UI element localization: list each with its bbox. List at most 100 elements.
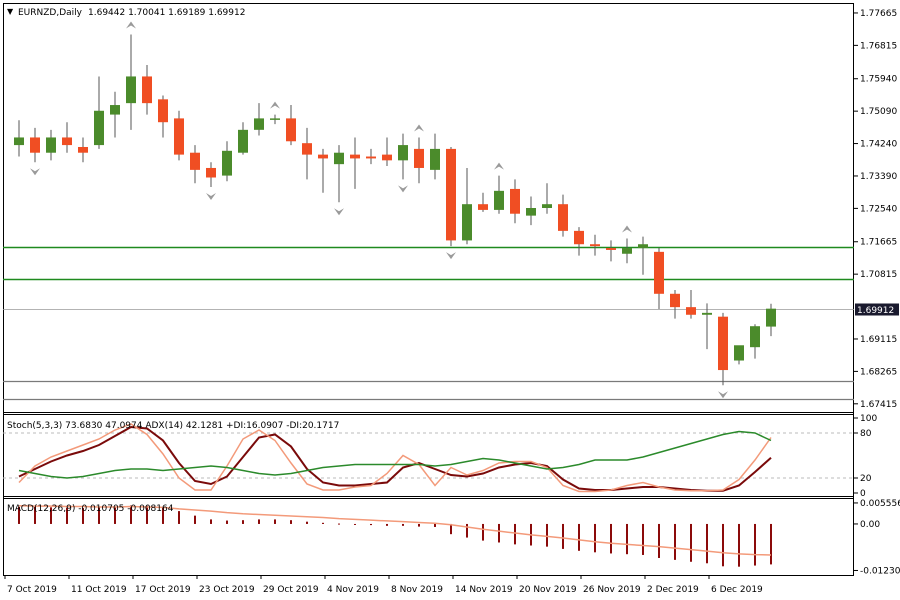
- candle-body-bear: [62, 137, 72, 146]
- candle-body-bull: [398, 145, 408, 161]
- chart-ohlc-readout: 1.69442 1.70041 1.69189 1.69912: [88, 8, 245, 18]
- macd-signal-line: [18, 505, 772, 556]
- candle-body-bear: [158, 99, 168, 123]
- candle-body-bull: [734, 345, 744, 361]
- price-tick-label: 1.72540: [860, 204, 897, 214]
- fractal-up-arrow-icon: [126, 21, 136, 29]
- candle-body-bear: [174, 118, 184, 155]
- fractal-up-arrow-icon: [622, 225, 632, 233]
- adx-line: [18, 430, 772, 479]
- macd-histogram-bar: [466, 523, 468, 538]
- macd-histogram-bar: [130, 505, 132, 524]
- chart-menu-triangle-icon[interactable]: ▼: [7, 7, 14, 16]
- candle-body-bear: [302, 143, 312, 155]
- macd-histogram-bar: [402, 523, 404, 526]
- price-tick-label: 1.75090: [860, 107, 897, 117]
- date-tick-label: 4 Nov 2019: [327, 585, 379, 595]
- candle-body-bull: [750, 326, 760, 348]
- date-tick-label: 8 Nov 2019: [391, 585, 443, 595]
- fractal-down-arrow-icon: [30, 168, 40, 176]
- macd-histogram-bar: [594, 523, 596, 553]
- candle-body-bear: [190, 152, 200, 170]
- macd-histogram-bar: [626, 523, 628, 555]
- candle-body-bull: [526, 208, 536, 216]
- candle-body-bear: [350, 154, 360, 159]
- fractal-down-arrow-icon: [446, 252, 456, 260]
- candle-body-bear: [558, 204, 568, 231]
- price-tick-label: 1.70815: [860, 270, 897, 280]
- macd-histogram-bar: [258, 519, 260, 524]
- candle-body-bull: [462, 204, 472, 241]
- candle-body-bear: [606, 248, 616, 250]
- date-tick-label: 6 Dec 2019: [711, 585, 763, 595]
- candle-body-bull: [110, 105, 120, 115]
- chart-symbol-title: EURNZD,Daily: [18, 8, 83, 18]
- stoch-tick-label: 0: [860, 489, 866, 499]
- macd-histogram-bar: [514, 523, 516, 545]
- date-tick-label: 29 Oct 2019: [263, 585, 319, 595]
- macd-histogram-bar: [546, 523, 548, 547]
- date-tick-label: 11 Oct 2019: [71, 585, 127, 595]
- candle-body-bull: [542, 204, 552, 208]
- candle-body-bull: [334, 152, 344, 165]
- candle-body-bear: [78, 146, 88, 153]
- candle-body-bull: [638, 244, 648, 249]
- candle-body-bear: [686, 307, 696, 315]
- price-pane[interactable]: [3, 21, 854, 401]
- macd-tick-label: -0.012303: [860, 566, 900, 576]
- candle-body-bear: [670, 293, 680, 308]
- price-tick-label: 1.69115: [860, 335, 897, 345]
- macd-histogram-bar: [82, 508, 84, 524]
- date-tick-label: 14 Nov 2019: [455, 585, 513, 595]
- candle-body-bear: [414, 148, 424, 168]
- macd-histogram-bar: [210, 519, 212, 524]
- macd-histogram-bar: [482, 523, 484, 541]
- candle-body-bull: [14, 137, 24, 146]
- date-tick-label: 7 Oct 2019: [7, 585, 57, 595]
- fractal-up-arrow-icon: [270, 101, 280, 109]
- price-tick-label: 1.73390: [860, 172, 897, 182]
- macd-histogram-bar: [658, 523, 660, 558]
- macd-histogram-bar: [418, 523, 420, 527]
- candle-body-bear: [478, 204, 488, 210]
- candle-body-bear: [318, 154, 328, 159]
- current-price-label: 1.69912: [857, 306, 894, 316]
- fractal-up-arrow-icon: [494, 162, 504, 170]
- candle-body-bull: [238, 129, 248, 153]
- macd-histogram-bar: [98, 507, 100, 524]
- macd-histogram-bar: [642, 523, 644, 555]
- date-tick-label: 20 Nov 2019: [519, 585, 577, 595]
- stoch-tick-label: 80: [860, 429, 872, 439]
- candle-body-bull: [430, 148, 440, 170]
- candle-body-bull: [254, 118, 264, 130]
- stoch-tick-label: 100: [860, 414, 877, 424]
- date-tick-label: 26 Nov 2019: [583, 585, 641, 595]
- candle-body-bear: [574, 230, 584, 245]
- macd-histogram-bar: [562, 523, 564, 549]
- macd-histogram-bar: [178, 511, 180, 524]
- macd-histogram-bar: [354, 523, 356, 525]
- price-tick-label: 1.68265: [860, 367, 897, 377]
- macd-histogram-bar: [18, 506, 20, 524]
- price-tick-label: 1.76815: [860, 41, 897, 51]
- candle-body-bear: [30, 137, 40, 153]
- price-tick-label: 1.75940: [860, 75, 897, 85]
- macd-histogram-bar: [290, 520, 292, 524]
- current-price-badge: [855, 303, 899, 316]
- price-tick-label: 1.67415: [860, 400, 897, 410]
- candle-body-bear: [590, 244, 600, 247]
- candle-body-bull: [126, 76, 136, 104]
- macd-histogram-bar: [450, 523, 452, 535]
- macd-pane-title: MACD(12,26,9) -0.010705 -0.008164: [7, 504, 174, 514]
- date-tick-label: 17 Oct 2019: [135, 585, 191, 595]
- macd-histogram-bar: [690, 523, 692, 562]
- stoch-adx-pane[interactable]: [3, 423, 854, 493]
- macd-pane[interactable]: [18, 505, 772, 567]
- candle-body-bear: [654, 251, 664, 294]
- stoch-pane-title: Stoch(5,3,3) 73.6830 47.0974 ADX(14) 42.…: [7, 421, 339, 431]
- macd-histogram-bar: [386, 523, 388, 526]
- candle-body-bear: [718, 316, 728, 371]
- candle-body-bull: [494, 190, 504, 210]
- macd-histogram-bar: [370, 523, 372, 526]
